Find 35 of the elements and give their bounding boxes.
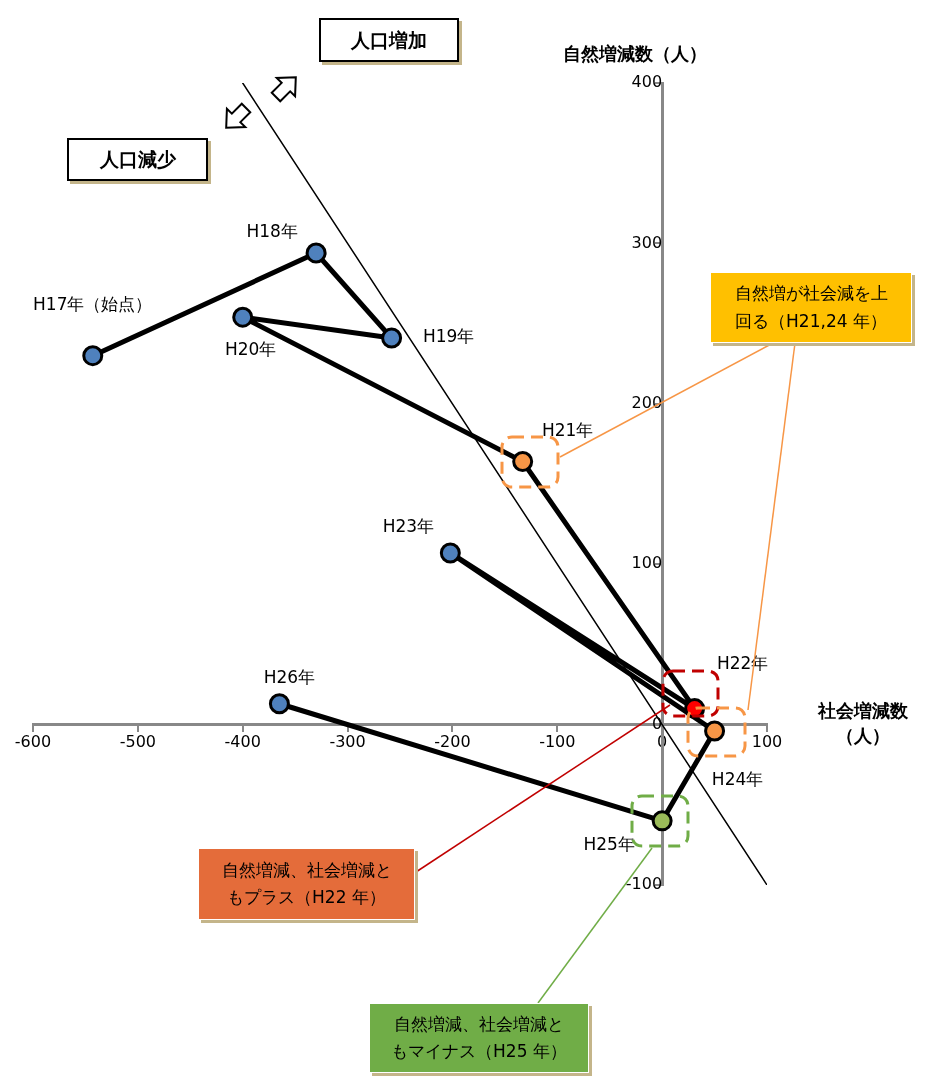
x-tick-label: -100: [539, 732, 576, 752]
x-tick-label: -600: [14, 732, 52, 752]
point: [305, 242, 327, 264]
x-axis-title: 社会増減数（人）: [816, 699, 909, 749]
x-tick-label: -300: [329, 732, 366, 752]
annotation: H26年: [263, 667, 316, 688]
annotation: H19年: [422, 326, 475, 347]
point: [82, 345, 104, 367]
text: 自然増減、社会増減ともマイナス（H25 年）: [390, 1012, 568, 1063]
x-tick-label: -200: [434, 732, 471, 752]
text: 人口増加: [351, 27, 427, 53]
y-tick-label: 400: [631, 72, 663, 92]
annotation: H17年（始点）: [33, 294, 153, 315]
point: [439, 542, 461, 564]
x-tick-label: -500: [119, 732, 157, 752]
point: [381, 327, 403, 349]
annotation: H20年: [225, 338, 277, 359]
point: [232, 306, 254, 328]
annotation: H25年: [583, 834, 635, 855]
y-tick-label: 200: [631, 392, 663, 412]
annotation: 人口減少: [99, 147, 176, 173]
annotation: 自然増が社会減を上回る（H21,24 年）: [733, 282, 889, 333]
y-tick-label: 0: [651, 713, 663, 733]
annotation: H21年: [541, 419, 594, 440]
x-tick-label: -400: [224, 732, 261, 752]
y-axis-title: 自然増減数（人）: [562, 42, 708, 66]
y-tick-label: 100: [631, 553, 663, 573]
y-tick-label: 300: [631, 232, 663, 252]
x-tick-label: 100: [751, 732, 783, 752]
annotation: H23年: [382, 516, 435, 537]
annotation: H18年: [246, 221, 298, 242]
point: [268, 693, 290, 715]
annotation: 自然増減、社会増減ともプラス（H22 年）: [220, 858, 393, 909]
annotation: H24年: [711, 769, 764, 790]
y-tick-label: -100: [625, 874, 663, 894]
